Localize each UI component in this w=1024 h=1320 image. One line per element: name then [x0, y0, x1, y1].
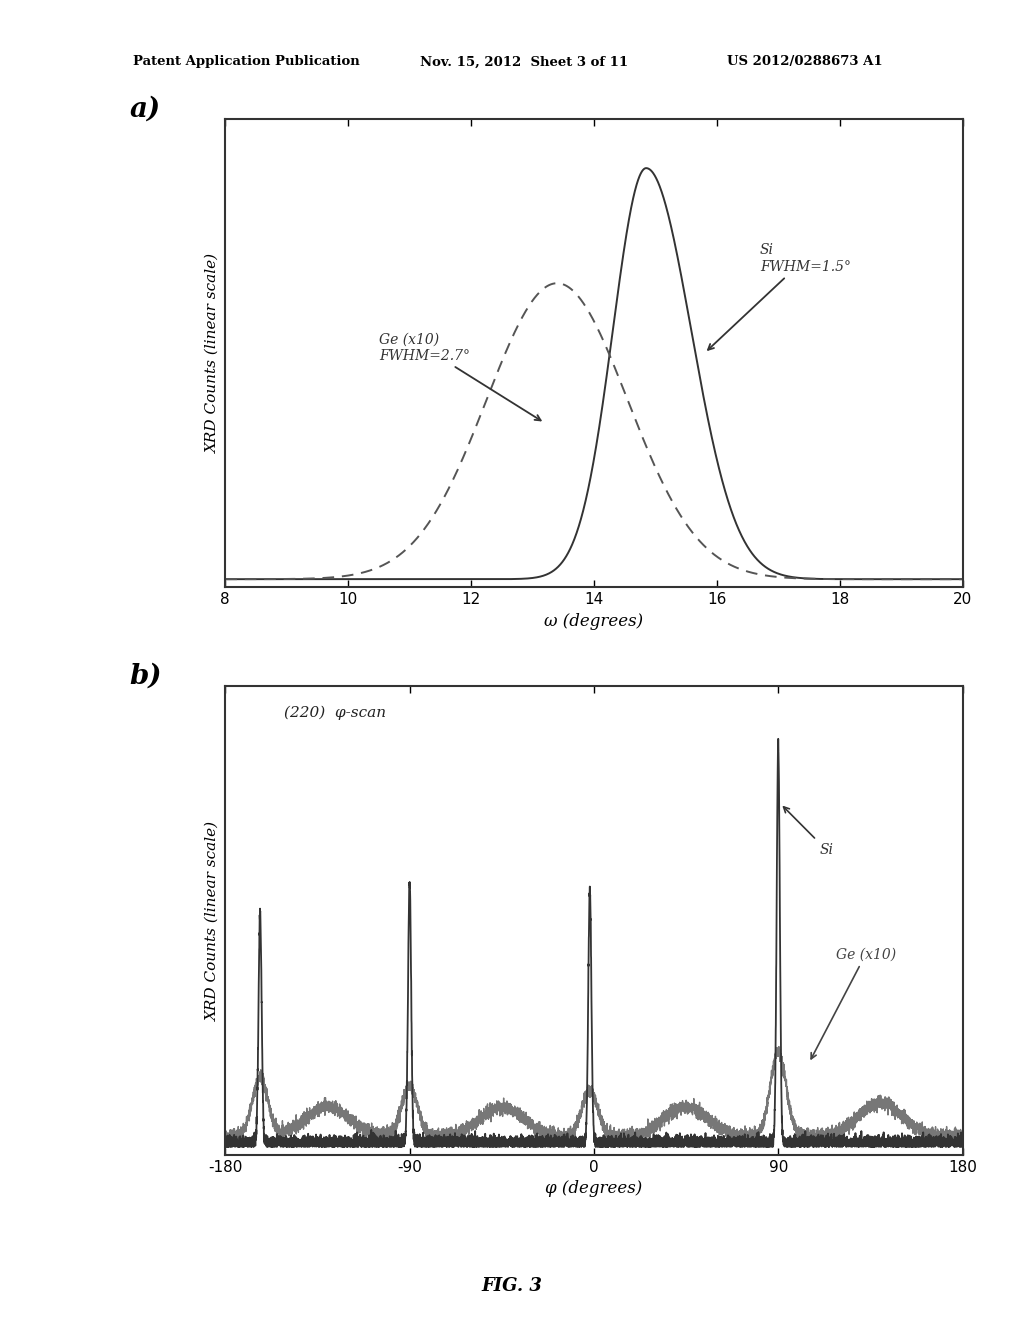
Text: US 2012/0288673 A1: US 2012/0288673 A1 [727, 55, 883, 69]
Text: FIG. 3: FIG. 3 [481, 1276, 543, 1295]
Text: Si
FWHM=1.5°: Si FWHM=1.5° [708, 243, 851, 350]
Text: Patent Application Publication: Patent Application Publication [133, 55, 359, 69]
Text: (220)  φ-scan: (220) φ-scan [285, 705, 386, 719]
Text: b): b) [129, 663, 162, 690]
Text: Nov. 15, 2012  Sheet 3 of 11: Nov. 15, 2012 Sheet 3 of 11 [420, 55, 628, 69]
Text: Ge (x10): Ge (x10) [811, 948, 896, 1059]
Y-axis label: XRD Counts (linear scale): XRD Counts (linear scale) [206, 253, 220, 453]
Y-axis label: XRD Counts (linear scale): XRD Counts (linear scale) [206, 821, 220, 1020]
Text: Ge (x10)
FWHM=2.7°: Ge (x10) FWHM=2.7° [379, 333, 541, 421]
X-axis label: ω (degrees): ω (degrees) [545, 612, 643, 630]
Text: a): a) [129, 95, 161, 123]
Text: Si: Si [783, 807, 834, 857]
X-axis label: φ (degrees): φ (degrees) [546, 1180, 642, 1197]
